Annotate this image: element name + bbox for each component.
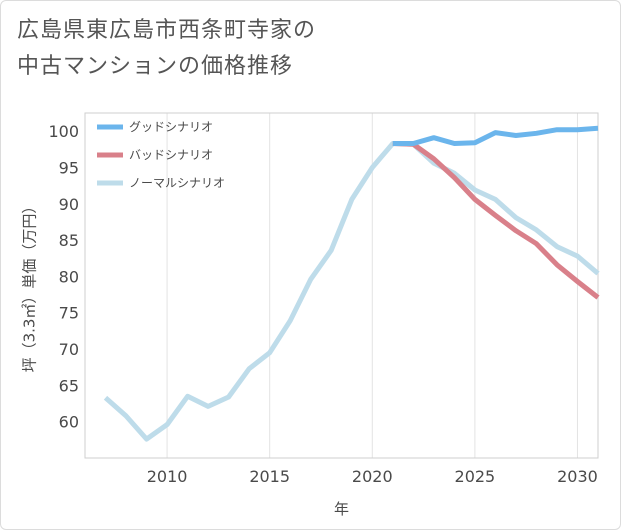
y-tick-label: 60 — [59, 413, 79, 432]
y-axis-label: 坪（3.3㎡）単価（万円） — [21, 199, 39, 373]
y-axis-ticks: 60 65 70 75 80 85 90 95 100 — [48, 122, 79, 432]
chart-title: 広島県東広島市西条町寺家の 中古マンションの価格推移 — [17, 13, 577, 85]
x-tick-label: 2030 — [557, 467, 598, 486]
series-line-2 — [103, 141, 600, 442]
series-line-1 — [392, 141, 600, 300]
series-line-0 — [392, 125, 599, 146]
y-tick-label: 100 — [48, 122, 79, 141]
x-tick-label: 2010 — [147, 467, 188, 486]
legend-label: ノーマルシナリオ — [129, 176, 225, 190]
x-axis-ticks: 2010 2015 2020 2025 2030 — [147, 467, 598, 486]
x-tick-label: 2015 — [249, 467, 290, 486]
y-tick-label: 90 — [59, 195, 79, 214]
y-tick-label: 70 — [59, 340, 79, 359]
title-line-2: 中古マンションの価格推移 — [17, 54, 294, 79]
x-tick-label: 2020 — [352, 467, 393, 486]
y-tick-label: 75 — [59, 304, 79, 323]
y-tick-label: 65 — [59, 376, 79, 395]
x-axis-label: 年 — [334, 500, 349, 518]
x-tick-label: 2025 — [455, 467, 496, 486]
title-line-1: 広島県東広島市西条町寺家の — [17, 18, 317, 43]
y-tick-label: 80 — [59, 267, 79, 286]
legend-label: バッドシナリオ — [129, 148, 213, 162]
plot-border — [84, 112, 599, 459]
y-tick-label: 85 — [59, 231, 79, 250]
legend-label: グッドシナリオ — [129, 120, 213, 134]
grid — [166, 113, 578, 458]
y-tick-label: 95 — [59, 158, 79, 177]
series-lines — [103, 125, 600, 442]
